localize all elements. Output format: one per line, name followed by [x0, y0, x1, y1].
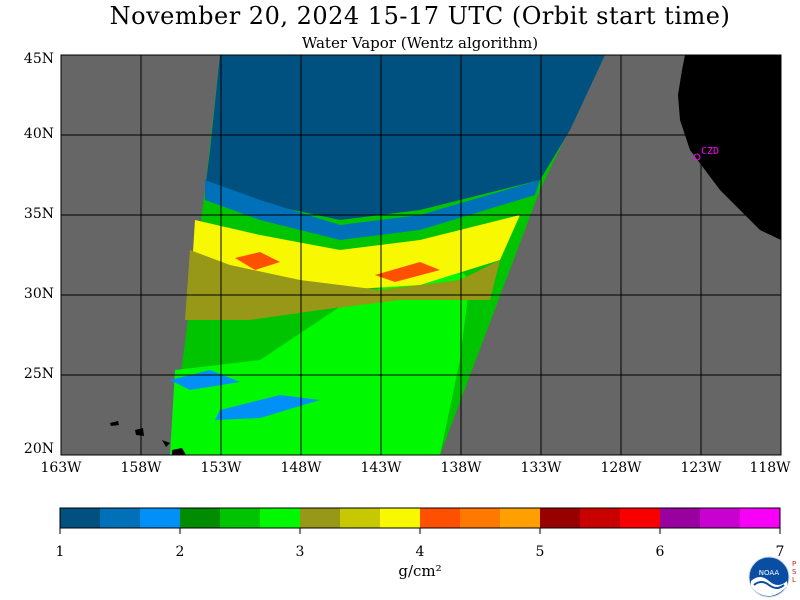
station-marker — [693, 153, 701, 161]
svg-text:NOAA: NOAA — [759, 569, 780, 577]
colorbar-swatch — [140, 508, 180, 528]
latitude-label: 40N — [23, 126, 54, 142]
map-frame — [60, 54, 782, 456]
colorbar-swatch — [380, 508, 420, 528]
colorbar-swatch — [660, 508, 700, 528]
colorbar-swatch — [60, 508, 100, 528]
colorbar-tick-label: 4 — [415, 544, 425, 560]
colorbar-swatch — [420, 508, 460, 528]
hawaii-island-3 — [162, 440, 170, 447]
longitude-label: 138W — [440, 460, 482, 476]
longitude-label: 118W — [749, 460, 791, 476]
hawaii-island-2 — [135, 428, 144, 436]
swath-moderate-front — [205, 180, 540, 240]
colorbar-swatch — [180, 508, 220, 528]
longitude-label: 148W — [280, 460, 322, 476]
swath-high-core-1 — [235, 252, 280, 270]
colorbar-swatch — [460, 508, 500, 528]
land — [110, 55, 781, 455]
map-title: November 20, 2024 15-17 UTC (Orbit start… — [109, 2, 731, 30]
longitude-label: 123W — [680, 460, 722, 476]
station-label: CZD — [701, 146, 720, 157]
colorbar-swatch — [740, 508, 780, 528]
colorbar-tick-label: 1 — [55, 544, 65, 560]
colorbar-swatch — [540, 508, 580, 528]
colorbar-units: g/cm² — [398, 562, 442, 580]
longitude-label: 143W — [360, 460, 402, 476]
psl-mark: P S L — [792, 560, 797, 584]
longitude-label: 128W — [600, 460, 642, 476]
colorbar-swatch — [260, 508, 300, 528]
colorbar-tick-label: 6 — [655, 544, 665, 560]
colorbar-swatch — [100, 508, 140, 528]
colorbar-tick-label: 2 — [175, 544, 185, 560]
swath-blue-streak — [215, 395, 320, 420]
map-subtitle: Water Vapor (Wentz algorithm) — [301, 34, 539, 52]
longitude-label: 153W — [200, 460, 242, 476]
colorbar-swatch — [620, 508, 660, 528]
colorbar — [59, 507, 781, 534]
hawaii-island-1 — [110, 421, 119, 426]
longitude-label: 163W — [40, 460, 82, 476]
latitude-label: 35N — [23, 206, 54, 222]
colorbar-swatch — [700, 508, 740, 528]
colorbar-swatch — [500, 508, 540, 528]
swath-high-core-2 — [375, 262, 440, 282]
latitude-label: 30N — [23, 286, 54, 302]
latitude-label: 20N — [23, 441, 54, 457]
satellite-swath — [170, 55, 605, 455]
colorbar-swatch — [340, 508, 380, 528]
swath-dry-north — [205, 55, 605, 220]
longitude-label: 133W — [520, 460, 562, 476]
longitude-label: 158W — [120, 460, 162, 476]
swath-olive-band — [185, 250, 500, 320]
north-america-coast — [678, 55, 781, 240]
latitude-label: 45N — [23, 51, 54, 67]
hawaii-island-4 — [172, 448, 186, 455]
colorbar-tick-label: 7 — [775, 544, 785, 560]
colorbar-tick-label: 5 — [535, 544, 545, 560]
graticule — [61, 55, 781, 455]
colorbar-tick-label: 3 — [295, 544, 305, 560]
colorbar-swatch — [580, 508, 620, 528]
colorbar-swatch — [300, 508, 340, 528]
noaa-logo: NOAA — [748, 556, 790, 598]
latitude-label: 25N — [23, 366, 54, 382]
colorbar-swatch — [220, 508, 260, 528]
